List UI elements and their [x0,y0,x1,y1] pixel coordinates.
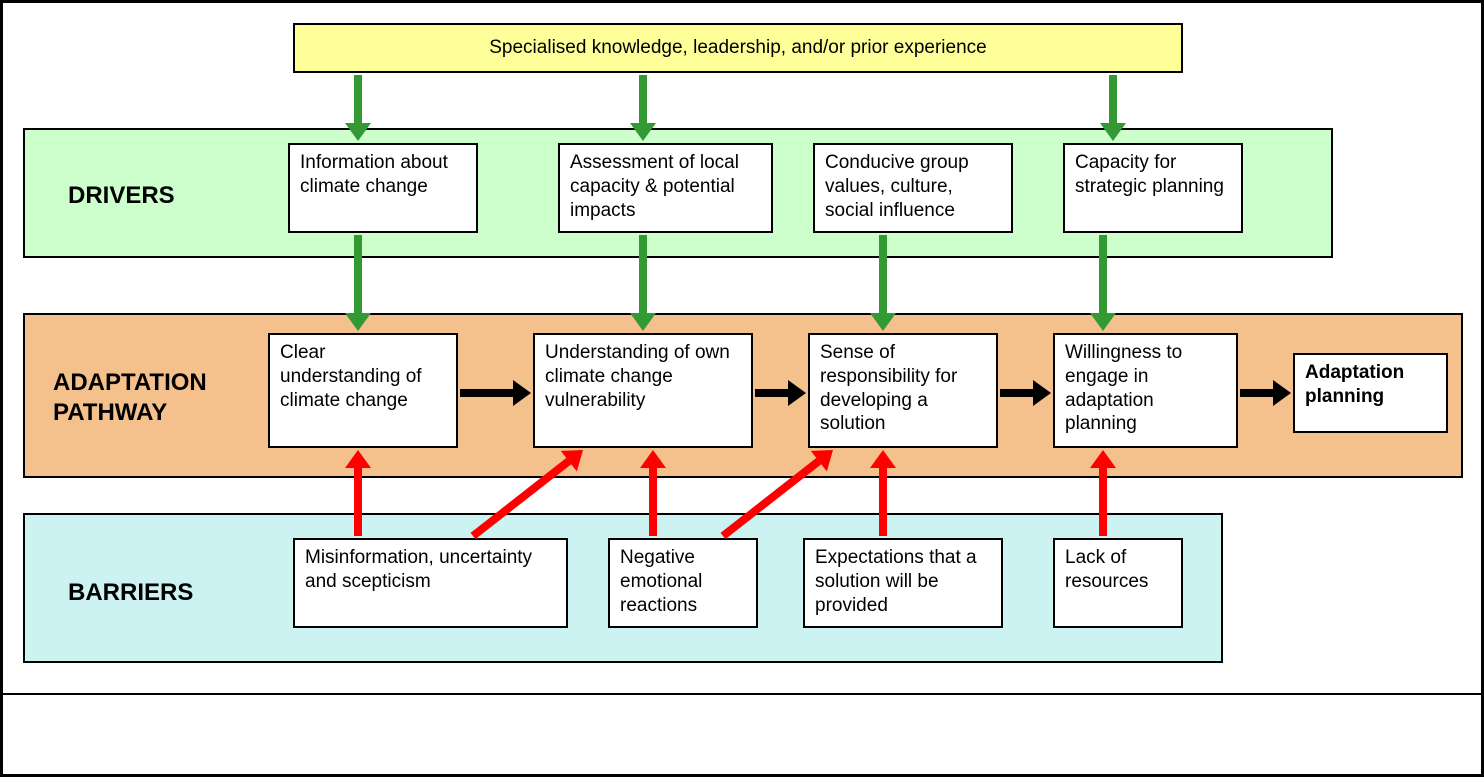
barrier-node-2: Expectations that a solution will be pro… [803,538,1003,628]
barrier-node-1: Negative emotional reactions [608,538,758,628]
pathway-node-0: Clear understanding of climate change [268,333,458,448]
diagram-canvas: Specialised knowledge, leadership, and/o… [0,0,1484,777]
barrier-node-0: Misinformation, uncertainty and sceptici… [293,538,568,628]
pathway-node-1: Understanding of own climate change vuln… [533,333,753,448]
pathway-node-2: Sense of responsibility for developing a… [808,333,998,448]
driver-node-1: Assessment of local capacity & potential… [558,143,773,233]
barrier-node-3: Lack of resources [1053,538,1183,628]
driver-node-3: Capacity for strategic planning [1063,143,1243,233]
driver-node-0: Information about climate change [288,143,478,233]
pathway-node-3: Willingness to engage in adaptation plan… [1053,333,1238,448]
driver-node-2: Conducive group values, culture, social … [813,143,1013,233]
inner-divider [3,693,1481,695]
pathway-label: ADAPTATIONPATHWAY [53,368,207,428]
pathway-node-4: Adaptation planning [1293,353,1448,433]
barriers-label: BARRIERS [68,578,193,608]
drivers-label: DRIVERS [68,181,175,211]
top-knowledge-box: Specialised knowledge, leadership, and/o… [293,23,1183,73]
